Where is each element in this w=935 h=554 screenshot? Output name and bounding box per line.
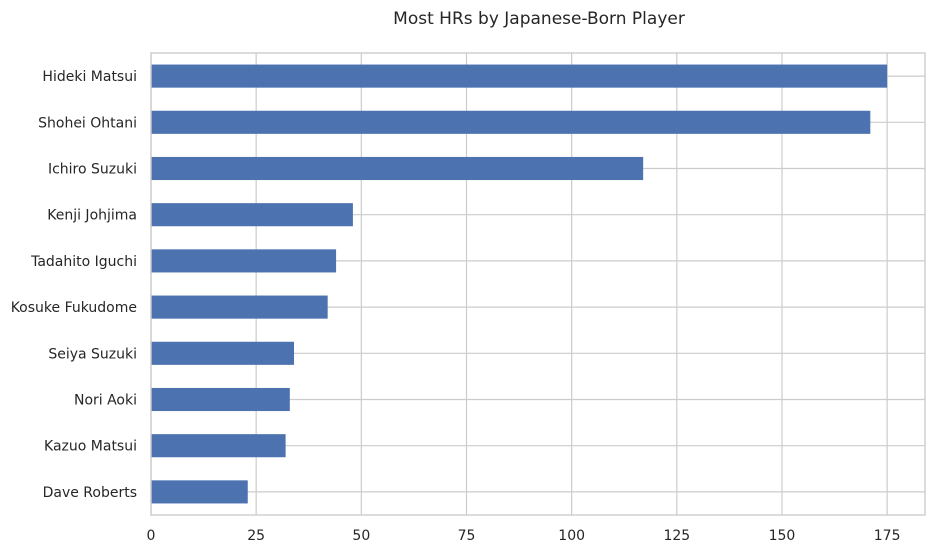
y-tick-label-kazuo-matsui: Kazuo Matsui [44, 439, 137, 455]
bar-dave-roberts [151, 480, 248, 504]
x-tick-label-75: 75 [458, 528, 476, 544]
bars [151, 64, 888, 504]
x-tick-label-100: 100 [558, 528, 585, 544]
y-tick-label-hideki-matsui: Hideki Matsui [42, 69, 137, 85]
y-tick-label-seiya-suzuki: Seiya Suzuki [48, 346, 137, 362]
y-tick-label-kosuke-fukudome: Kosuke Fukudome [11, 300, 137, 316]
y-tick-label-shohei-ohtani: Shohei Ohtani [38, 115, 137, 131]
x-tick-label-0: 0 [147, 528, 156, 544]
x-tick-label-150: 150 [769, 528, 796, 544]
y-tick-label-nori-aoki: Nori Aoki [74, 393, 137, 409]
y-tick-labels: Hideki Matsui Shohei Ohtani Ichiro Suzuki K… [11, 69, 137, 501]
bar-kazuo-matsui [151, 434, 286, 458]
bar-tadahito-iguchi [151, 249, 337, 273]
y-tick-label-ichiro-suzuki: Ichiro Suzuki [48, 162, 137, 178]
bar-kenji-johjima [151, 203, 353, 227]
x-tick-label-125: 125 [663, 528, 690, 544]
bar-shohei-ohtani [151, 110, 871, 134]
bar-kosuke-fukudome [151, 295, 328, 319]
x-tick-label-25: 25 [247, 528, 265, 544]
y-tick-label-tadahito-iguchi: Tadahito Iguchi [30, 254, 137, 270]
bar-hideki-matsui [151, 64, 888, 88]
bar-nori-aoki [151, 387, 290, 412]
chart-title: Most HRs by Japanese-Born Player [393, 9, 685, 29]
x-tick-label-175: 175 [874, 528, 901, 544]
x-tick-labels: 0 25 50 75 100 125 150 175 [147, 528, 901, 544]
y-tick-label-kenji-johjima: Kenji Johjima [47, 208, 137, 224]
bar-ichiro-suzuki [151, 156, 644, 181]
y-tick-label-dave-roberts: Dave Roberts [43, 485, 137, 501]
plot-frame [150, 52, 926, 516]
x-tick-label-50: 50 [352, 528, 370, 544]
bar-seiya-suzuki [151, 341, 295, 365]
